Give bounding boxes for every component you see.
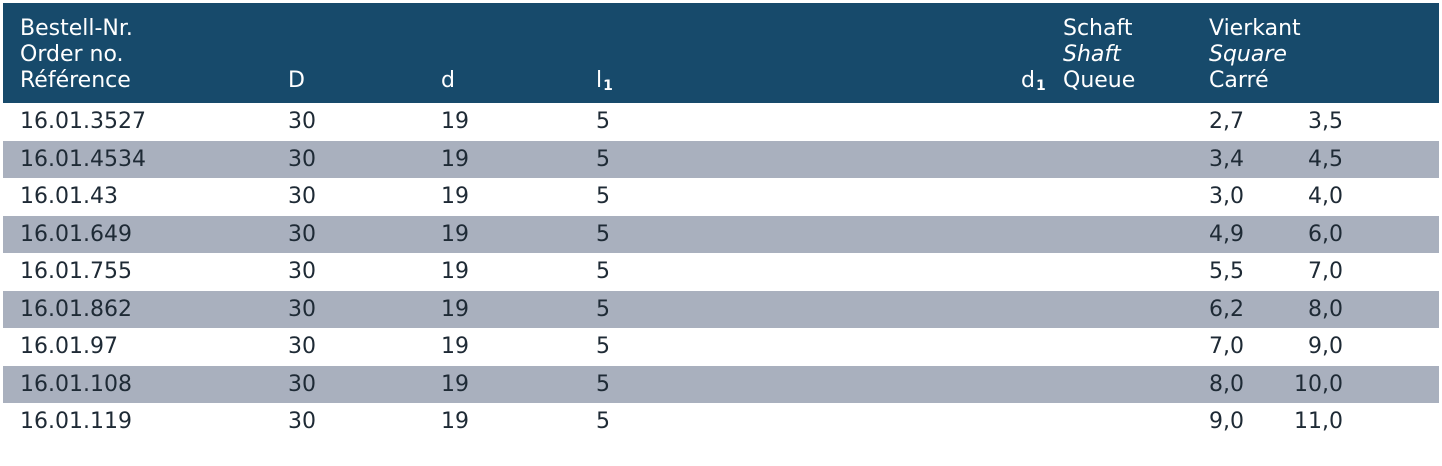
- cell-D: 30: [288, 109, 316, 134]
- header-shaft: Schaft Shaft Queue: [1063, 16, 1135, 94]
- cell-D: 30: [288, 334, 316, 359]
- cell-l1: 5: [596, 334, 610, 359]
- cell-shaft: 11,0: [1294, 409, 1343, 434]
- header-square: Vierkant Square Carré: [1209, 16, 1301, 94]
- cell-shaft: 9,0: [1308, 334, 1343, 359]
- cell-shaft: 10,0: [1294, 371, 1343, 397]
- cell-l1: 5: [596, 221, 610, 247]
- table-row: 16.01.3527 30 19 5 3,5 2,7: [3, 103, 1439, 141]
- cell-l1: 5: [596, 296, 610, 322]
- header-shaft-fr: Queue: [1063, 68, 1136, 93]
- cell-order: 16.01.755: [20, 259, 132, 284]
- cell-d: 19: [441, 221, 469, 247]
- table-header: Bestell-Nr. Order no. Référence D d l1 d…: [3, 3, 1439, 103]
- header-square-en: Square: [1209, 42, 1287, 67]
- cell-shaft: 4,0: [1308, 184, 1343, 209]
- cell-shaft: 3,5: [1308, 109, 1343, 134]
- cell-l1: 5: [596, 371, 610, 397]
- cell-square: 9,0: [1209, 409, 1244, 434]
- table-row: 16.01.862 30 19 5 8,0 6,2: [3, 290, 1439, 328]
- header-l1-sub: 1: [603, 78, 613, 94]
- table-row: 16.01.4534 30 19 5 4,5 3,4: [3, 140, 1439, 178]
- cell-square: 3,0: [1209, 184, 1244, 209]
- cell-order: 16.01.43: [20, 184, 118, 209]
- cell-order: 16.01.119: [20, 409, 132, 434]
- cell-l1: 5: [596, 184, 610, 209]
- header-order-number: Bestell-Nr. Order no. Référence: [20, 16, 133, 94]
- cell-order: 16.01.649: [20, 221, 132, 247]
- header-D: D: [288, 68, 305, 93]
- cell-order: 16.01.4534: [20, 146, 146, 172]
- header-l1: l1: [596, 68, 613, 99]
- cell-l1: 5: [596, 409, 610, 434]
- header-square-fr: Carré: [1209, 68, 1269, 93]
- table-row: 16.01.119 30 19 5 11,0 9,0: [3, 403, 1439, 441]
- table-row: 16.01.108 30 19 5 10,0 8,0: [3, 365, 1439, 403]
- cell-order: 16.01.862: [20, 296, 132, 322]
- cell-d: 19: [441, 146, 469, 172]
- cell-order: 16.01.108: [20, 371, 132, 397]
- header-order-en: Order no.: [20, 42, 124, 67]
- cell-shaft: 7,0: [1308, 259, 1343, 284]
- header-square-de: Vierkant: [1209, 16, 1301, 41]
- header-order-de: Bestell-Nr.: [20, 16, 133, 41]
- cell-d: 19: [441, 296, 469, 322]
- cell-shaft: 8,0: [1308, 296, 1343, 322]
- table-row: 16.01.755 30 19 5 7,0 5,5: [3, 253, 1439, 291]
- cell-shaft: 4,5: [1308, 146, 1343, 172]
- cell-square: 2,7: [1209, 109, 1244, 134]
- header-order-fr: Référence: [20, 68, 131, 93]
- cell-D: 30: [288, 259, 316, 284]
- cell-square: 4,9: [1209, 221, 1244, 247]
- header-d1-sub: 1: [1035, 78, 1046, 94]
- table-row: 16.01.97 30 19 5 9,0 7,0: [3, 328, 1439, 366]
- header-l1-base: l: [596, 68, 603, 93]
- header-d: d: [441, 68, 455, 93]
- cell-square: 5,5: [1209, 259, 1244, 284]
- cell-d: 19: [441, 371, 469, 397]
- cell-D: 30: [288, 184, 316, 209]
- table-row: 16.01.43 30 19 5 4,0 3,0: [3, 178, 1439, 216]
- cell-square: 6,2: [1209, 296, 1244, 322]
- cell-D: 30: [288, 296, 316, 322]
- cell-d: 19: [441, 184, 469, 209]
- table-body: 16.01.3527 30 19 5 3,5 2,7 16.01.4534 30 19 5 4,5 3…: [3, 103, 1439, 441]
- cell-square: 8,0: [1209, 371, 1244, 397]
- cell-square: 3,4: [1209, 146, 1244, 172]
- product-table: Bestell-Nr. Order no. Référence D d l1 d…: [3, 3, 1439, 441]
- cell-d: 19: [441, 409, 469, 434]
- header-d1: d1: [1021, 68, 1046, 99]
- cell-d: 19: [441, 109, 469, 134]
- header-shaft-en: Shaft: [1063, 42, 1121, 67]
- cell-D: 30: [288, 371, 316, 397]
- cell-d: 19: [441, 334, 469, 359]
- cell-order: 16.01.97: [20, 334, 118, 359]
- cell-order: 16.01.3527: [20, 109, 146, 134]
- header-d1-base: d: [1021, 68, 1035, 93]
- cell-l1: 5: [596, 109, 610, 134]
- header-shaft-de: Schaft: [1063, 16, 1133, 41]
- cell-D: 30: [288, 221, 316, 247]
- cell-shaft: 6,0: [1308, 221, 1343, 247]
- cell-l1: 5: [596, 259, 610, 284]
- table-row: 16.01.649 30 19 5 6,0 4,9: [3, 215, 1439, 253]
- cell-d: 19: [441, 259, 469, 284]
- cell-D: 30: [288, 409, 316, 434]
- cell-l1: 5: [596, 146, 610, 172]
- cell-D: 30: [288, 146, 316, 172]
- cell-square: 7,0: [1209, 334, 1244, 359]
